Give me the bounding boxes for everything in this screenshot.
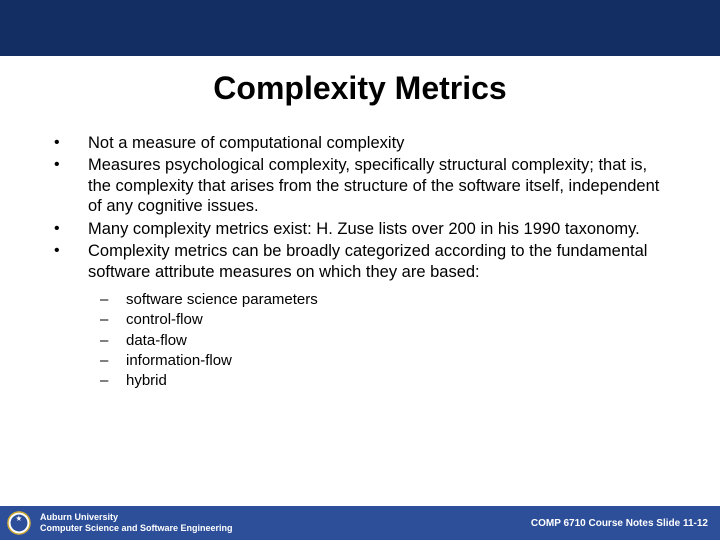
bullet-text: Complexity metrics can be broadly catego… [88,242,647,280]
top-bar [0,0,720,56]
bullet-text: Not a measure of computational complexit… [88,134,404,152]
footer-org: Auburn University Computer Science and S… [40,512,531,535]
bullet-text: Many complexity metrics exist: H. Zuse l… [88,220,640,238]
bullet-item: Not a measure of computational complexit… [48,133,672,153]
footer-bar: Auburn University Computer Science and S… [0,506,720,540]
sub-bullet-list: software science parameters control-flow… [100,290,672,391]
slide-title: Complexity Metrics [48,70,672,107]
sub-bullet-item: software science parameters [100,290,672,310]
sub-bullet-item: hybrid [100,371,672,391]
slide-content: Complexity Metrics Not a measure of comp… [0,56,720,391]
bullet-list: Not a measure of computational complexit… [48,133,672,391]
bullet-item: Complexity metrics can be broadly catego… [48,241,672,391]
bullet-text: Measures psychological complexity, speci… [88,156,659,215]
footer-org-line2: Computer Science and Software Engineerin… [40,523,531,534]
footer-org-line1: Auburn University [40,512,531,523]
footer-slide-number: COMP 6710 Course Notes Slide 11-12 [531,518,708,529]
bullet-item: Many complexity metrics exist: H. Zuse l… [48,219,672,239]
sub-bullet-item: data-flow [100,331,672,351]
sub-bullet-item: control-flow [100,310,672,330]
bullet-item: Measures psychological complexity, speci… [48,155,672,216]
sub-bullet-item: information-flow [100,351,672,371]
nsf-logo-icon [6,510,32,536]
